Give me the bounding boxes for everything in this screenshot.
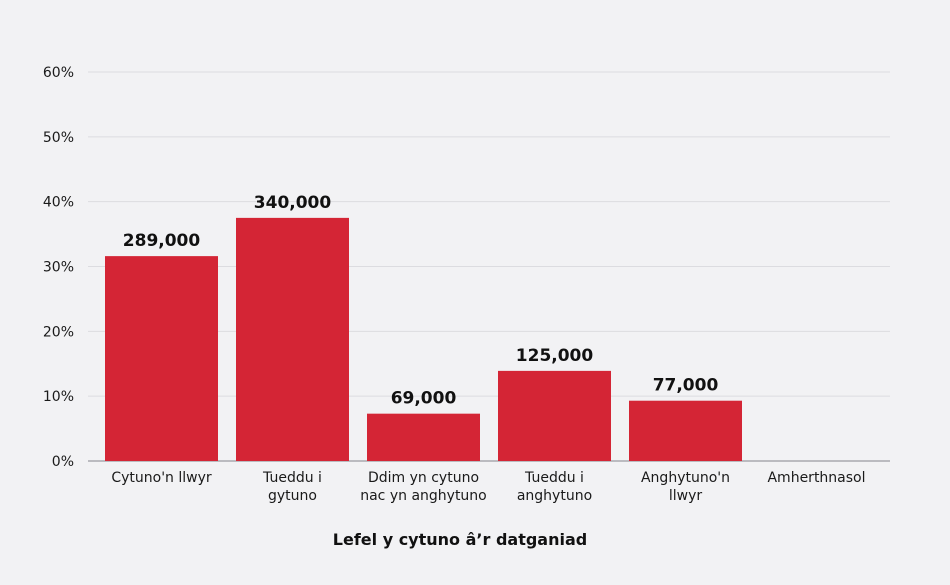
bar xyxy=(236,217,349,461)
category-label-line: Anghytuno'n xyxy=(641,470,730,486)
gridlines xyxy=(88,71,890,462)
data-label: 340,000 xyxy=(254,193,332,213)
data-label: 69,000 xyxy=(391,389,457,409)
category-label-line: anghytuno xyxy=(517,488,592,504)
category-label-line: llwyr xyxy=(669,488,703,504)
category-label-line: Amherthnasol xyxy=(767,470,865,486)
category-label-line: gytuno xyxy=(268,488,317,504)
category-label-line: Tueddu i xyxy=(262,470,322,486)
category-label-line: nac yn anghytuno xyxy=(360,488,487,504)
data-label: 289,000 xyxy=(123,231,201,251)
category-label: Anghytuno'n llwyr xyxy=(641,470,730,504)
y-tick-label: 40% xyxy=(43,195,74,211)
data-labels: 289,000 340,000 69,000 125,000 77,000 xyxy=(123,193,719,409)
y-tick-label: 50% xyxy=(43,130,74,146)
y-axis-ticks: 0% 10% 20% 30% 40% 50% 60% xyxy=(43,65,74,470)
category-label-line: Cytuno'n llwyr xyxy=(111,470,212,486)
category-label: Tueddu i gytuno xyxy=(262,470,322,504)
bar xyxy=(629,400,742,461)
category-label: Ddim yn cytuno nac yn anghytuno xyxy=(360,470,487,504)
y-tick-label: 60% xyxy=(43,65,74,81)
category-label: Amherthnasol xyxy=(767,470,865,486)
category-label: Cytuno'n llwyr xyxy=(111,470,212,486)
bars xyxy=(105,217,742,461)
data-label: 77,000 xyxy=(653,376,719,396)
y-tick-label: 10% xyxy=(43,389,74,405)
category-label-line: Ddim yn cytuno xyxy=(368,470,479,486)
bar xyxy=(105,256,218,461)
bar xyxy=(367,413,480,461)
y-tick-label: 0% xyxy=(52,454,74,470)
y-tick-label: 20% xyxy=(43,324,74,340)
category-label-line: Tueddu i xyxy=(524,470,584,486)
y-tick-label: 30% xyxy=(43,260,74,276)
bar xyxy=(498,370,611,461)
x-axis-label: Lefel y cytuno â’r datganiad xyxy=(333,530,587,549)
category-label: Tueddu i anghytuno xyxy=(517,470,592,504)
x-axis-categories: Cytuno'n llwyr Tueddu i gytuno Ddim yn cytu… xyxy=(111,470,865,504)
data-label: 125,000 xyxy=(516,346,594,366)
